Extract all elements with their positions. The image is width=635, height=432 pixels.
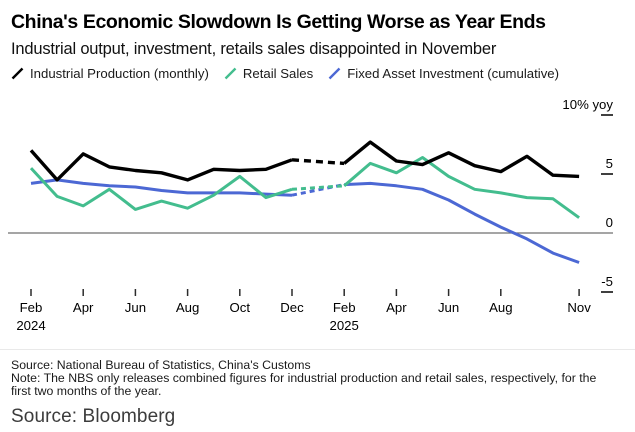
svg-text:Oct: Oct (230, 300, 251, 315)
svg-text:0: 0 (606, 215, 613, 230)
chart-subtitle: Industrial output, investment, retails s… (11, 40, 497, 58)
svg-text:Apr: Apr (73, 300, 94, 315)
x-axis: Feb 2024 Apr Jun Aug Oct Dec Feb 2025 Apr Jun Aug No… (16, 289, 591, 333)
svg-text:10% yoy: 10% yoy (562, 97, 613, 112)
note-line: Note: The NBS only releases combined fig… (11, 371, 597, 386)
source-bloomberg: Source: Bloomberg (11, 406, 176, 427)
footer-notes: Source: National Bureau of Statistics, C… (11, 358, 617, 399)
svg-text:Nov: Nov (567, 300, 591, 315)
legend-label: Industrial Production (monthly) (30, 66, 209, 81)
svg-text:Aug: Aug (176, 300, 199, 315)
legend-item-fixed-asset-investment: Fixed Asset Investment (cumulative) (328, 66, 559, 81)
legend-item-retail-sales: Retail Sales (224, 66, 313, 81)
line-swatch-icon (11, 67, 24, 80)
svg-text:Feb: Feb (333, 300, 356, 315)
svg-text:Dec: Dec (280, 300, 304, 315)
chart-title: China's Economic Slowdown Is Getting Wor… (11, 11, 546, 33)
legend-label: Retail Sales (242, 66, 314, 81)
svg-text:Jun: Jun (125, 300, 146, 315)
svg-text:Jun: Jun (438, 300, 459, 315)
line-swatch-icon (224, 67, 237, 80)
series-fixed-asset-investment-cumulative (30, 178, 580, 264)
legend-label: Fixed Asset Investment (cumulative) (347, 66, 560, 81)
series-industrial-production-monthly (29, 140, 580, 182)
svg-text:2024: 2024 (16, 318, 45, 333)
svg-text:Aug: Aug (489, 300, 512, 315)
svg-text:-5: -5 (601, 274, 613, 289)
svg-text:Feb: Feb (20, 300, 43, 315)
note-line: first two months of the year. (11, 384, 162, 399)
footer-divider (0, 349, 635, 350)
chart-plot: 10% yoy 5 0 -5 Feb 2024 Apr Jun Aug Oct Dec Feb 2025… (8, 97, 613, 333)
svg-text:Apr: Apr (386, 300, 407, 315)
series-retail-sales (29, 156, 580, 219)
line-swatch-icon (328, 67, 341, 80)
svg-text:5: 5 (606, 156, 613, 171)
legend: Industrial Production (monthly) Retail S… (11, 66, 559, 81)
source-line: Source: National Bureau of Statistics, C… (11, 358, 311, 372)
legend-item-industrial-production: Industrial Production (monthly) (11, 66, 209, 81)
svg-text:2025: 2025 (330, 318, 359, 333)
